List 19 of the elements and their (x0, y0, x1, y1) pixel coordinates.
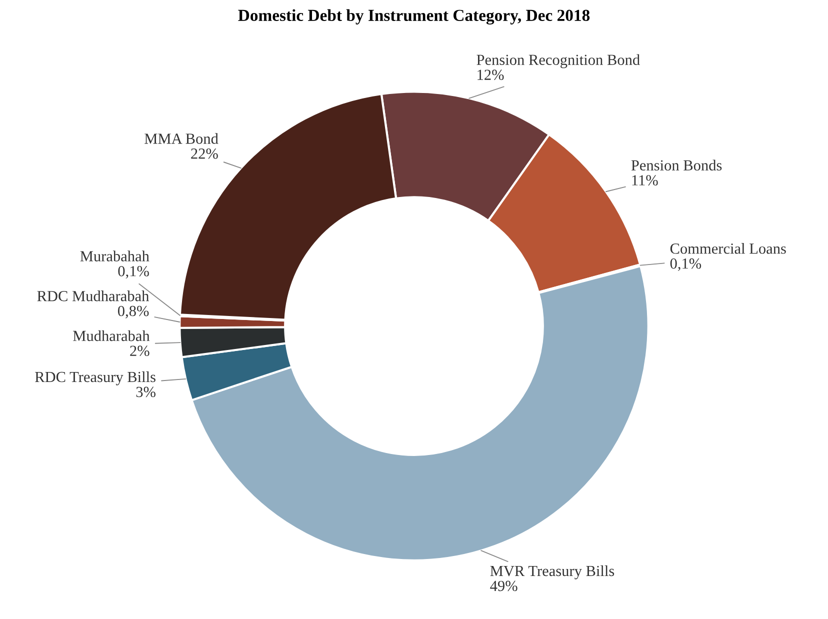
chart-title: Domestic Debt by Instrument Category, Dec 2018 (238, 9, 590, 25)
data-label: 49% (490, 580, 518, 592)
data-label: 12% (478, 70, 504, 80)
data-label: 11% (632, 175, 658, 186)
slice-label: RDC Treasury Bills (35, 371, 156, 386)
slice-label: Pension Bonds (631, 160, 722, 171)
data-label: 0,8% (118, 306, 149, 318)
data-label: 3% (136, 386, 156, 398)
slice-label: Murabahah (80, 250, 150, 262)
slice-label: RDC Mudharabah (37, 290, 150, 302)
data-label: 0,1% (118, 266, 149, 279)
slice-label: Mudharabah (73, 330, 150, 342)
data-label: 0,1% (670, 258, 702, 271)
slice-label: MVR Treasury Bills (490, 565, 614, 580)
slice-label: Commercial Loans (670, 243, 786, 254)
data-label: 2% (130, 346, 150, 356)
slice-label: Pension Recognition Bond (476, 54, 640, 68)
data-label: 22% (191, 148, 218, 159)
slice-label: MMA Bond (144, 133, 218, 144)
